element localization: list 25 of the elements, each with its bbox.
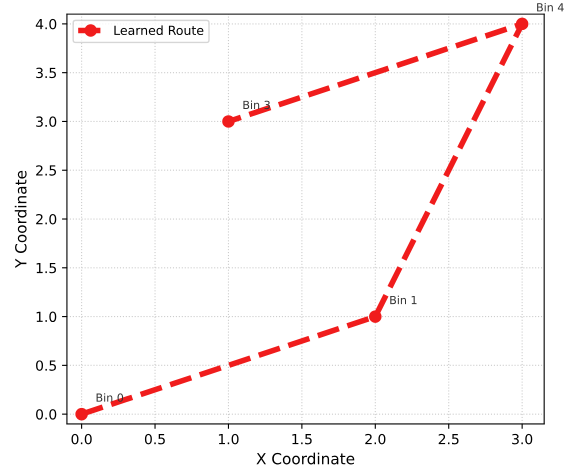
x-tick-label: 0.0 [71,434,92,444]
y-tick-label: 3.0 [36,116,56,127]
x-tick-label: 1.5 [292,434,312,444]
point [369,310,382,323]
y-tick-label: 2.5 [36,165,56,176]
annotation: Bin 1 [390,296,417,304]
x-axis-title: X Coordinate [256,452,354,464]
x-tick-label: 0.5 [144,434,165,444]
x-tick-label: 2.5 [438,434,459,444]
point [75,408,88,420]
y-tick-label: 2.0 [36,214,56,224]
y-tick-label: 4.0 [36,18,56,30]
y-tick-label: 1.0 [36,312,56,322]
point [516,18,528,30]
x-tick-label: 1.0 [218,434,239,444]
y-tick-label: 0.5 [36,360,56,371]
x-tick-label: 2.0 [365,434,386,444]
legend-label: Learned Route [114,25,204,36]
point [222,115,235,128]
y-tick-label: 0.0 [36,409,56,420]
y-axis-title: Y Coordinate [14,170,27,268]
y-tick-label: 3.5 [36,68,56,78]
x-tick-label: 3.0 [512,434,532,444]
annotation: Bin 4 [537,2,564,12]
y-tick-label: 1.5 [36,262,56,274]
